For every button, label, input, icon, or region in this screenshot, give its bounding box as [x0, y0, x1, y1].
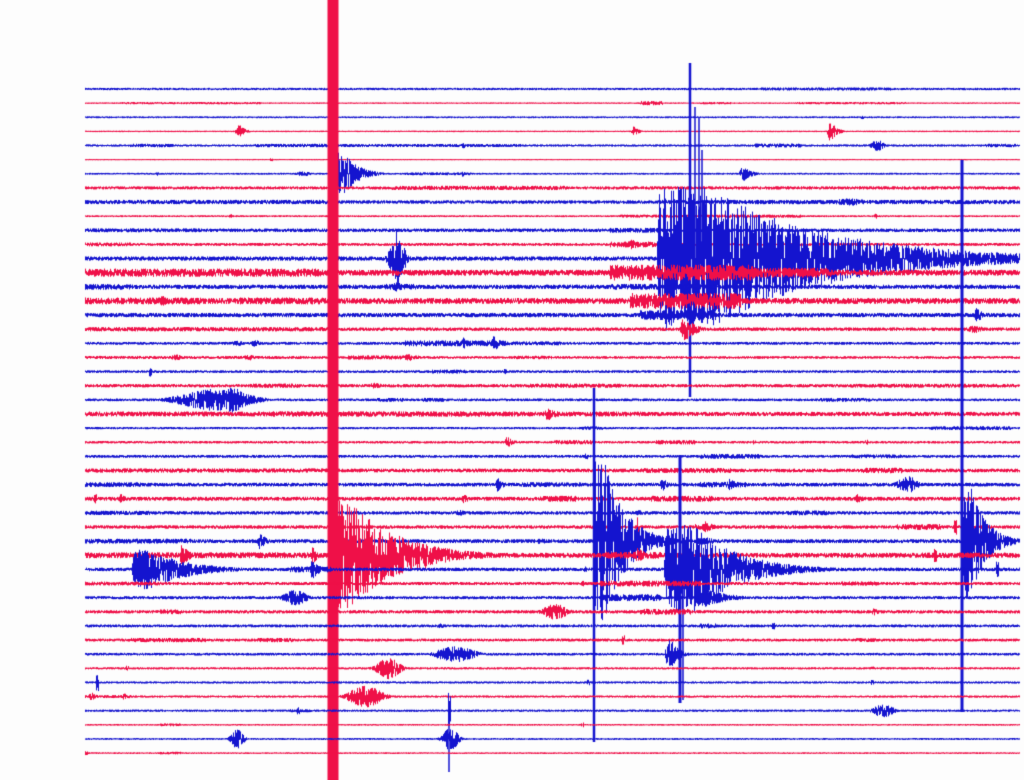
- helicorder-screen: HT Damoulianata, Kefalonia Applied filte…: [0, 0, 1024, 780]
- helicorder-canvas: [0, 0, 1024, 780]
